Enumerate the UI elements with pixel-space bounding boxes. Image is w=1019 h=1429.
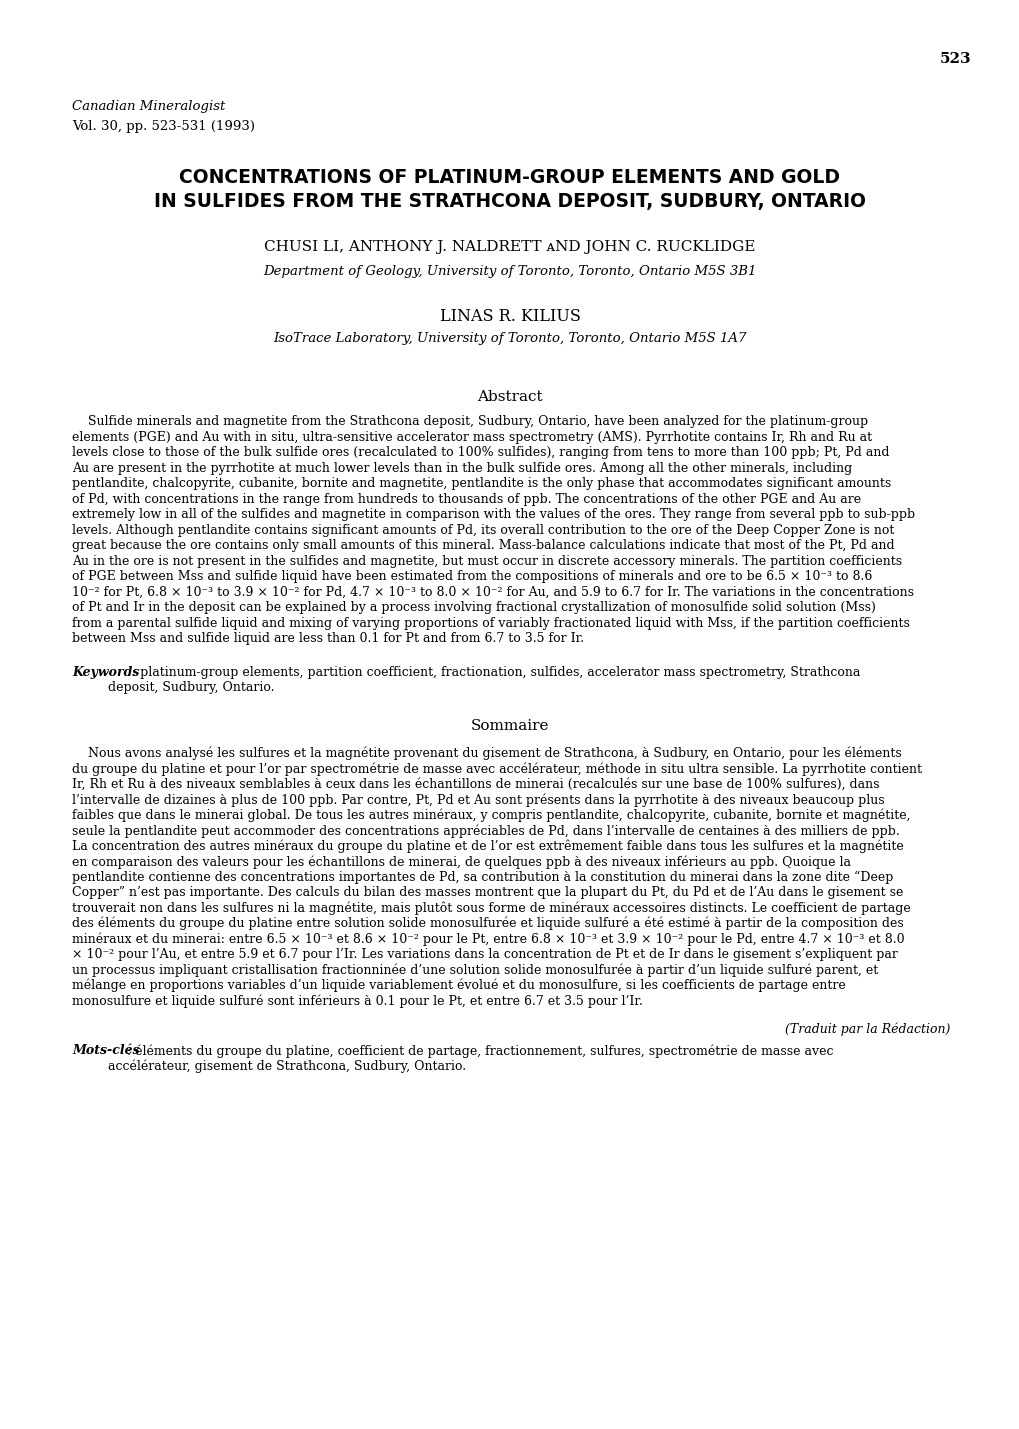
Text: Vol. 30, pp. 523-531 (1993): Vol. 30, pp. 523-531 (1993) bbox=[72, 120, 255, 133]
Text: du groupe du platine et pour l’or par spectrométrie de masse avec accélérateur, : du groupe du platine et pour l’or par sp… bbox=[72, 762, 921, 776]
Text: Canadian Mineralogist: Canadian Mineralogist bbox=[72, 100, 225, 113]
Text: levels close to those of the bulk sulfide ores (recalculated to 100% sulfides), : levels close to those of the bulk sulfid… bbox=[72, 446, 889, 459]
Text: accélérateur, gisement de Strathcona, Sudbury, Ontario.: accélérateur, gisement de Strathcona, Su… bbox=[108, 1059, 466, 1073]
Text: un processus impliquant cristallisation fractionninée d’une solution solide mono: un processus impliquant cristallisation … bbox=[72, 963, 877, 977]
Text: LINAS R. KILIUS: LINAS R. KILIUS bbox=[439, 309, 580, 324]
Text: Mots-clés: Mots-clés bbox=[72, 1045, 140, 1057]
Text: l’intervalle de dizaines à plus de 100 ppb. Par contre, Pt, Pd et Au sont présen: l’intervalle de dizaines à plus de 100 p… bbox=[72, 793, 883, 806]
Text: mélange en proportions variables d’un liquide variablement évolué et du monosulf: mélange en proportions variables d’un li… bbox=[72, 979, 845, 993]
Text: Sulfide minerals and magnetite from the Strathcona deposit, Sudbury, Ontario, ha: Sulfide minerals and magnetite from the … bbox=[72, 414, 867, 429]
Text: great because the ore contains only small amounts of this mineral. Mass-balance : great because the ore contains only smal… bbox=[72, 539, 894, 552]
Text: Nous avons analysé les sulfures et la magnétite provenant du gisement de Strathc: Nous avons analysé les sulfures et la ma… bbox=[72, 746, 901, 760]
Text: × 10⁻² pour l’Au, et entre 5.9 et 6.7 pour l’Ir. Les variations dans la concentr: × 10⁻² pour l’Au, et entre 5.9 et 6.7 po… bbox=[72, 947, 897, 960]
Text: Keywords: Keywords bbox=[72, 666, 140, 679]
Text: elements (PGE) and Au with in situ, ultra-sensitive accelerator mass spectrometr: elements (PGE) and Au with in situ, ultr… bbox=[72, 430, 871, 443]
Text: en comparaison des valeurs pour les échantillons de minerai, de quelques ppb à d: en comparaison des valeurs pour les écha… bbox=[72, 855, 850, 869]
Text: des éléments du groupe du platine entre solution solide monosulfurée et liquide : des éléments du groupe du platine entre … bbox=[72, 917, 903, 930]
Text: IN SULFIDES FROM THE STRATHCONA DEPOSIT, SUDBURY, ONTARIO: IN SULFIDES FROM THE STRATHCONA DEPOSIT,… bbox=[154, 191, 865, 211]
Text: (Traduit par la Rédaction): (Traduit par la Rédaction) bbox=[784, 1022, 949, 1036]
Text: of Pt and Ir in the deposit can be explained by a process involving fractional c: of Pt and Ir in the deposit can be expla… bbox=[72, 602, 875, 614]
Text: between Mss and sulfide liquid are less than 0.1 for Pt and from 6.7 to 3.5 for : between Mss and sulfide liquid are less … bbox=[72, 632, 584, 644]
Text: levels. Although pentlandite contains significant amounts of Pd, its overall con: levels. Although pentlandite contains si… bbox=[72, 523, 894, 536]
Text: of Pd, with concentrations in the range from hundreds to thousands of ppb. The c: of Pd, with concentrations in the range … bbox=[72, 493, 860, 506]
Text: faibles que dans le minerai global. De tous les autres minéraux, y compris pentl: faibles que dans le minerai global. De t… bbox=[72, 809, 910, 822]
Text: IsoTrace Laboratory, University of Toronto, Toronto, Ontario M5S 1A7: IsoTrace Laboratory, University of Toron… bbox=[273, 332, 746, 344]
Text: minéraux et du minerai: entre 6.5 × 10⁻³ et 8.6 × 10⁻² pour le Pt, entre 6.8 × 1: minéraux et du minerai: entre 6.5 × 10⁻³… bbox=[72, 933, 904, 946]
Text: : éléments du groupe du platine, coefficient de partage, fractionnement, sulfure: : éléments du groupe du platine, coeffic… bbox=[127, 1045, 833, 1057]
Text: : platinum-group elements, partition coefficient, fractionation, sulfides, accel: : platinum-group elements, partition coe… bbox=[131, 666, 860, 679]
Text: trouverait non dans les sulfures ni la magnétite, mais plutôt sous forme de miné: trouverait non dans les sulfures ni la m… bbox=[72, 902, 910, 915]
Text: 10⁻² for Pt, 6.8 × 10⁻³ to 3.9 × 10⁻² for Pd, 4.7 × 10⁻³ to 8.0 × 10⁻² for Au, a: 10⁻² for Pt, 6.8 × 10⁻³ to 3.9 × 10⁻² fo… bbox=[72, 586, 913, 599]
Text: pentlandite, chalcopyrite, cubanite, bornite and magnetite, pentlandite is the o: pentlandite, chalcopyrite, cubanite, bor… bbox=[72, 477, 891, 490]
Text: extremely low in all of the sulfides and magnetite in comparison with the values: extremely low in all of the sulfides and… bbox=[72, 507, 914, 522]
Text: of PGE between Mss and sulfide liquid have been estimated from the compositions : of PGE between Mss and sulfide liquid ha… bbox=[72, 570, 871, 583]
Text: 523: 523 bbox=[940, 51, 971, 66]
Text: seule la pentlandite peut accommoder des concentrations appréciables de Pd, dans: seule la pentlandite peut accommoder des… bbox=[72, 825, 899, 837]
Text: Abstract: Abstract bbox=[477, 390, 542, 404]
Text: from a parental sulfide liquid and mixing of varying proportions of variably fra: from a parental sulfide liquid and mixin… bbox=[72, 616, 909, 630]
Text: Copper” n’est pas importante. Des calculs du bilan des masses montrent que la pl: Copper” n’est pas importante. Des calcul… bbox=[72, 886, 903, 899]
Text: pentlandite contienne des concentrations importantes de Pd, sa contribution à la: pentlandite contienne des concentrations… bbox=[72, 870, 893, 883]
Text: CONCENTRATIONS OF PLATINUM-GROUP ELEMENTS AND GOLD: CONCENTRATIONS OF PLATINUM-GROUP ELEMENT… bbox=[179, 169, 840, 187]
Text: La concentration des autres minéraux du groupe du platine et de l’or est extrême: La concentration des autres minéraux du … bbox=[72, 839, 903, 853]
Text: deposit, Sudbury, Ontario.: deposit, Sudbury, Ontario. bbox=[108, 682, 274, 694]
Text: Au in the ore is not present in the sulfides and magnetite, but must occur in di: Au in the ore is not present in the sulf… bbox=[72, 554, 901, 567]
Text: Ir, Rh et Ru à des niveaux semblables à ceux dans les échantillons de minerai (r: Ir, Rh et Ru à des niveaux semblables à … bbox=[72, 777, 878, 790]
Text: CHUSI LI, ANTHONY J. NALDRETT ᴀND JOHN C. RUCKLIDGE: CHUSI LI, ANTHONY J. NALDRETT ᴀND JOHN C… bbox=[264, 240, 755, 254]
Text: Department of Geology, University of Toronto, Toronto, Ontario M5S 3B1: Department of Geology, University of Tor… bbox=[263, 264, 756, 279]
Text: Au are present in the pyrrhotite at much lower levels than in the bulk sulfide o: Au are present in the pyrrhotite at much… bbox=[72, 462, 852, 474]
Text: monosulfure et liquide sulfuré sont inférieurs à 0.1 pour le Pt, et entre 6.7 et: monosulfure et liquide sulfuré sont infé… bbox=[72, 995, 642, 1007]
Text: Sommaire: Sommaire bbox=[471, 719, 548, 733]
